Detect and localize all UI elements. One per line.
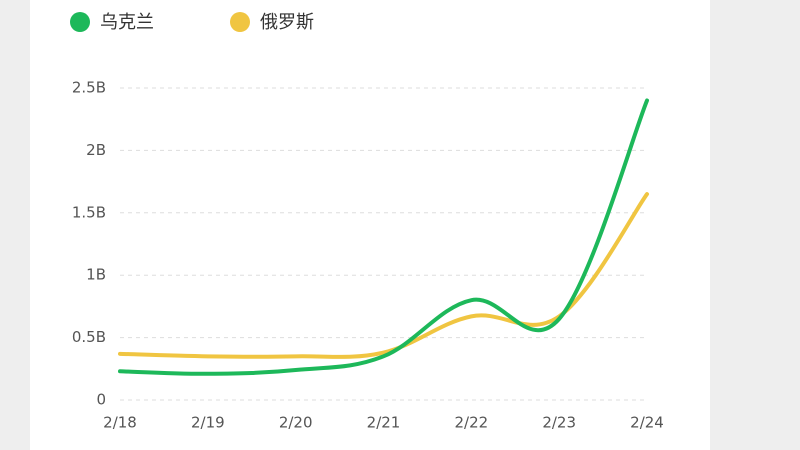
data-line <box>118 98 649 376</box>
x-tick-label: 2/23 <box>542 414 576 432</box>
y-tick-label: 0.5B <box>72 328 106 346</box>
x-tick-label: 2/19 <box>191 414 225 432</box>
data-line <box>118 192 649 359</box>
legend-label: 乌克兰 <box>100 12 154 33</box>
x-tick-label: 2/21 <box>367 414 401 432</box>
y-tick-label: 2.5B <box>72 79 106 97</box>
y-tick-label: 1B <box>86 266 106 284</box>
x-tick-label: 2/24 <box>630 414 664 432</box>
legend-marker <box>70 12 90 32</box>
x-tick-label: 2/18 <box>103 414 137 432</box>
y-tick-label: 0 <box>96 391 106 409</box>
legend-marker <box>230 12 250 32</box>
y-tick-label: 1.5B <box>72 203 106 221</box>
card <box>30 0 710 450</box>
y-tick-label: 2B <box>86 141 106 159</box>
x-tick-label: 2/20 <box>279 414 313 432</box>
legend-label: 俄罗斯 <box>260 12 314 33</box>
x-tick-label: 2/22 <box>454 414 488 432</box>
